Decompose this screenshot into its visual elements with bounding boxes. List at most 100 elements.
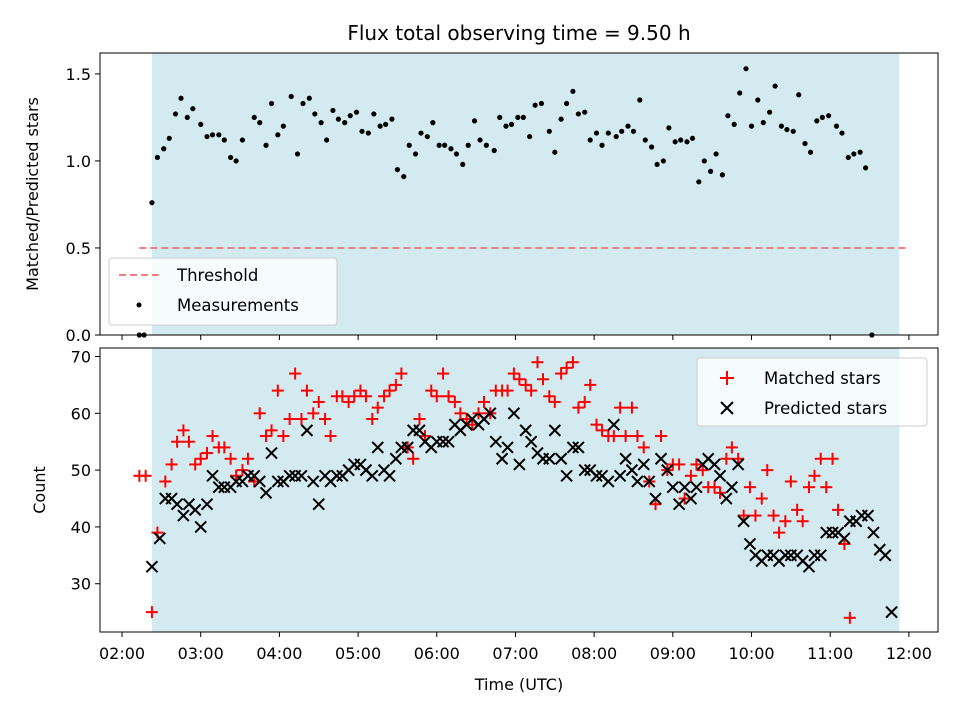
measurement-point — [149, 200, 155, 206]
matched-star-point — [843, 611, 856, 624]
matched-star-point — [838, 537, 851, 550]
matched-star-point — [637, 441, 650, 454]
predicted-star-point — [212, 480, 226, 494]
measurement-point — [564, 100, 570, 107]
measurement-point — [660, 158, 666, 164]
matched-star-point — [678, 492, 691, 505]
measurement-point — [755, 97, 761, 103]
x-axis-label: Time (UTC) — [474, 675, 563, 694]
matched-star-point — [761, 464, 774, 477]
matched-star-point — [177, 424, 190, 437]
measurement-point — [477, 137, 483, 143]
measurement-point — [814, 118, 820, 124]
predicted-star-point — [489, 435, 502, 448]
matched-star-point — [241, 452, 254, 465]
matched-star-point — [395, 367, 408, 380]
matched-star-point — [607, 430, 620, 443]
matched-star-point — [189, 458, 202, 471]
measurement-point — [619, 128, 625, 134]
bottom-plot-frame — [99, 347, 939, 633]
measurement-point — [418, 130, 424, 136]
measurement-point — [424, 133, 430, 140]
matched-star-point — [737, 509, 750, 522]
matched-star-point — [307, 407, 320, 420]
measurement-point — [318, 120, 324, 126]
x-tick-label: 06:00 — [414, 644, 460, 663]
predicted-star-point — [625, 463, 639, 477]
measurement-point — [546, 128, 552, 134]
predicted-star-point — [519, 424, 532, 437]
predicted-star-point — [366, 469, 379, 483]
predicted-star-point — [401, 441, 414, 454]
measurement-point — [851, 151, 857, 157]
matched-star-point — [448, 395, 461, 408]
matched-star-point — [312, 395, 325, 408]
measurement-point — [233, 158, 239, 164]
predicted-star-point — [731, 458, 745, 471]
predicted-star-point — [619, 452, 632, 465]
predicted-star-point — [690, 480, 703, 494]
matched-star-point — [673, 458, 686, 471]
matched-star-point — [784, 475, 797, 488]
matched-star-point — [649, 498, 662, 511]
measurement-point — [743, 66, 749, 72]
measurement-point — [605, 130, 611, 136]
matched-star-point — [206, 430, 219, 443]
top-plot-frame — [99, 52, 939, 336]
x-tick-label: 12:00 — [886, 644, 932, 663]
x-tick-label: 04:00 — [256, 644, 302, 663]
matched-star-point — [460, 413, 473, 425]
matched-star-point — [519, 378, 532, 391]
matched-star-point — [265, 424, 278, 437]
measurement-point — [442, 142, 448, 148]
bottom-legend: Matched stars Predicted stars — [696, 357, 928, 427]
measurement-point — [436, 142, 442, 148]
legend-measurements-label: Measurements — [177, 296, 299, 315]
measurement-point — [725, 113, 731, 119]
measurement-point — [713, 151, 719, 157]
measurement-point — [221, 137, 227, 143]
measurement-point — [648, 144, 655, 150]
matched-star-point — [696, 464, 709, 477]
predicted-star-point — [885, 605, 898, 619]
predicted-star-point — [708, 458, 721, 471]
measurement-point — [857, 149, 863, 155]
measurement-point — [198, 121, 204, 127]
predicted-star-point — [713, 469, 727, 483]
measurement-point — [760, 120, 766, 126]
measurement-point — [497, 114, 503, 121]
measurement-point — [731, 121, 737, 127]
bottom-y-tick-label: 30 — [71, 575, 91, 594]
predicted-star-point — [295, 469, 308, 483]
chart-title: Flux total observing time = 9.50 h — [347, 21, 690, 45]
measurement-point — [483, 142, 489, 148]
matched-star-point — [732, 452, 745, 465]
measurement-point — [593, 130, 600, 136]
predicted-star-point — [283, 469, 296, 483]
matched-star-point — [466, 418, 479, 431]
measurement-point — [491, 147, 497, 154]
measurement-point — [312, 111, 318, 117]
measurement-point — [552, 149, 558, 155]
predicted-star-point — [867, 526, 880, 539]
measurement-point — [365, 130, 371, 136]
measurement-point — [371, 111, 377, 117]
predicted-star-point — [684, 492, 698, 505]
predicted-star-point — [666, 480, 680, 494]
measurement-point — [448, 146, 454, 152]
measurement-point — [778, 123, 785, 129]
matched-star-point — [708, 481, 721, 494]
matched-star-point — [201, 447, 214, 460]
matched-star-point — [236, 464, 249, 477]
predicted-star-point — [560, 469, 573, 483]
matched-star-point — [779, 515, 792, 528]
measurement-point — [263, 142, 269, 148]
x-tick-label: 03:00 — [178, 644, 224, 663]
matched-star-point — [300, 384, 313, 397]
measurement-point — [306, 95, 312, 101]
measurement-point — [394, 167, 401, 173]
matched-star-point — [224, 452, 237, 465]
measurement-point — [845, 154, 851, 161]
predicted-star-point — [543, 452, 556, 465]
